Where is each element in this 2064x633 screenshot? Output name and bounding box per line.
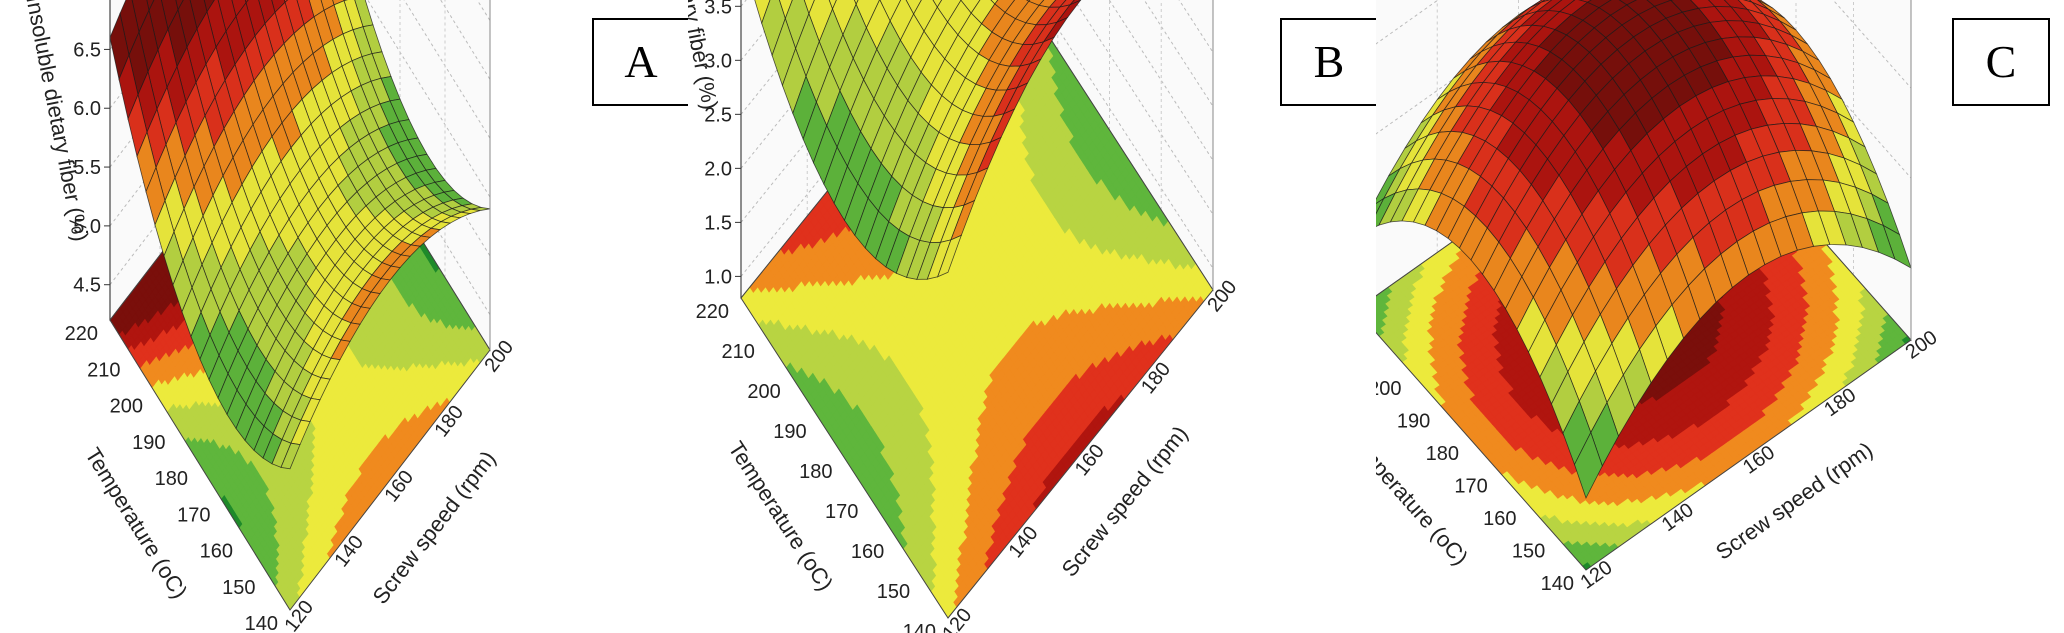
y-tick-label: 150 <box>222 577 255 599</box>
z-tick-label: 3.5 <box>704 0 732 18</box>
z-tick-label: 2.0 <box>704 158 732 180</box>
z-axis-label: Insoluble dietary fiber (%) <box>21 0 93 243</box>
y-tick-label: 210 <box>722 341 755 363</box>
z-tick-label: 6.5 <box>73 39 101 61</box>
surface-panel-b: 1.01.52.02.53.03.54.04.55.05.56.0Soluble… <box>688 0 1376 633</box>
panel-badge-c: C <box>1952 18 2050 106</box>
y-tick-label: 190 <box>132 432 165 454</box>
z-tick-label: 1.0 <box>704 266 732 288</box>
z-tick-label: 5.0 <box>73 216 101 238</box>
y-tick-label: 150 <box>1512 541 1545 563</box>
y-tick-label: 200 <box>1376 378 1402 400</box>
y-tick-label: 220 <box>65 323 98 345</box>
y-tick-label: 160 <box>851 541 884 563</box>
box-edges <box>109 0 491 350</box>
y-tick-label: 180 <box>1426 443 1459 465</box>
y-tick-label: 220 <box>696 301 729 323</box>
y-tick-label: 140 <box>903 621 936 633</box>
y-tick-label: 200 <box>747 381 780 403</box>
response-surface <box>109 0 491 470</box>
y-tick-label: 180 <box>155 468 188 490</box>
z-tick-label: 6.0 <box>73 98 101 120</box>
box-edges <box>1910 0 1912 340</box>
z-tick-label: 3.0 <box>704 50 732 72</box>
z-tick-label: 4.5 <box>73 275 101 297</box>
y-tick-label: 140 <box>245 613 278 633</box>
y-tick-label: 200 <box>110 396 143 418</box>
response-surface <box>754 0 1082 280</box>
z-tick-label: 2.5 <box>704 104 732 126</box>
y-tick-label: 190 <box>773 421 806 443</box>
y-tick-label: 170 <box>1454 476 1487 498</box>
y-tick-label: 210 <box>87 359 120 381</box>
y-tick-label: 180 <box>799 461 832 483</box>
panel-badge-b: B <box>1280 18 1376 106</box>
surface-panel-c: 8.08.59.09.5Total dietary fiber (%)14015… <box>1376 0 2064 633</box>
y-tick-label: 160 <box>1483 508 1516 530</box>
z-axis: 1.01.52.02.53.03.54.04.55.05.56.0Soluble… <box>688 0 741 288</box>
y-tick-label: 190 <box>1397 411 1430 433</box>
y-tick-label: 140 <box>1541 573 1574 595</box>
panel-badge-a: A <box>592 18 688 106</box>
surface-plot-c: 8.08.59.09.5Total dietary fiber (%)14015… <box>1376 0 1942 595</box>
y-tick-label: 170 <box>177 504 210 526</box>
y-tick-label: 170 <box>825 501 858 523</box>
z-tick-label: 5.5 <box>73 157 101 179</box>
y-tick-label: 160 <box>200 541 233 563</box>
surface-plot-b: 1.01.52.02.53.03.54.04.55.05.56.0Soluble… <box>688 0 1241 633</box>
response-surface <box>1376 0 1912 500</box>
z-tick-label: 7.0 <box>73 0 101 3</box>
box-edges <box>740 0 1214 298</box>
z-tick-label: 1.5 <box>704 212 732 234</box>
y-tick-label: 150 <box>877 581 910 603</box>
